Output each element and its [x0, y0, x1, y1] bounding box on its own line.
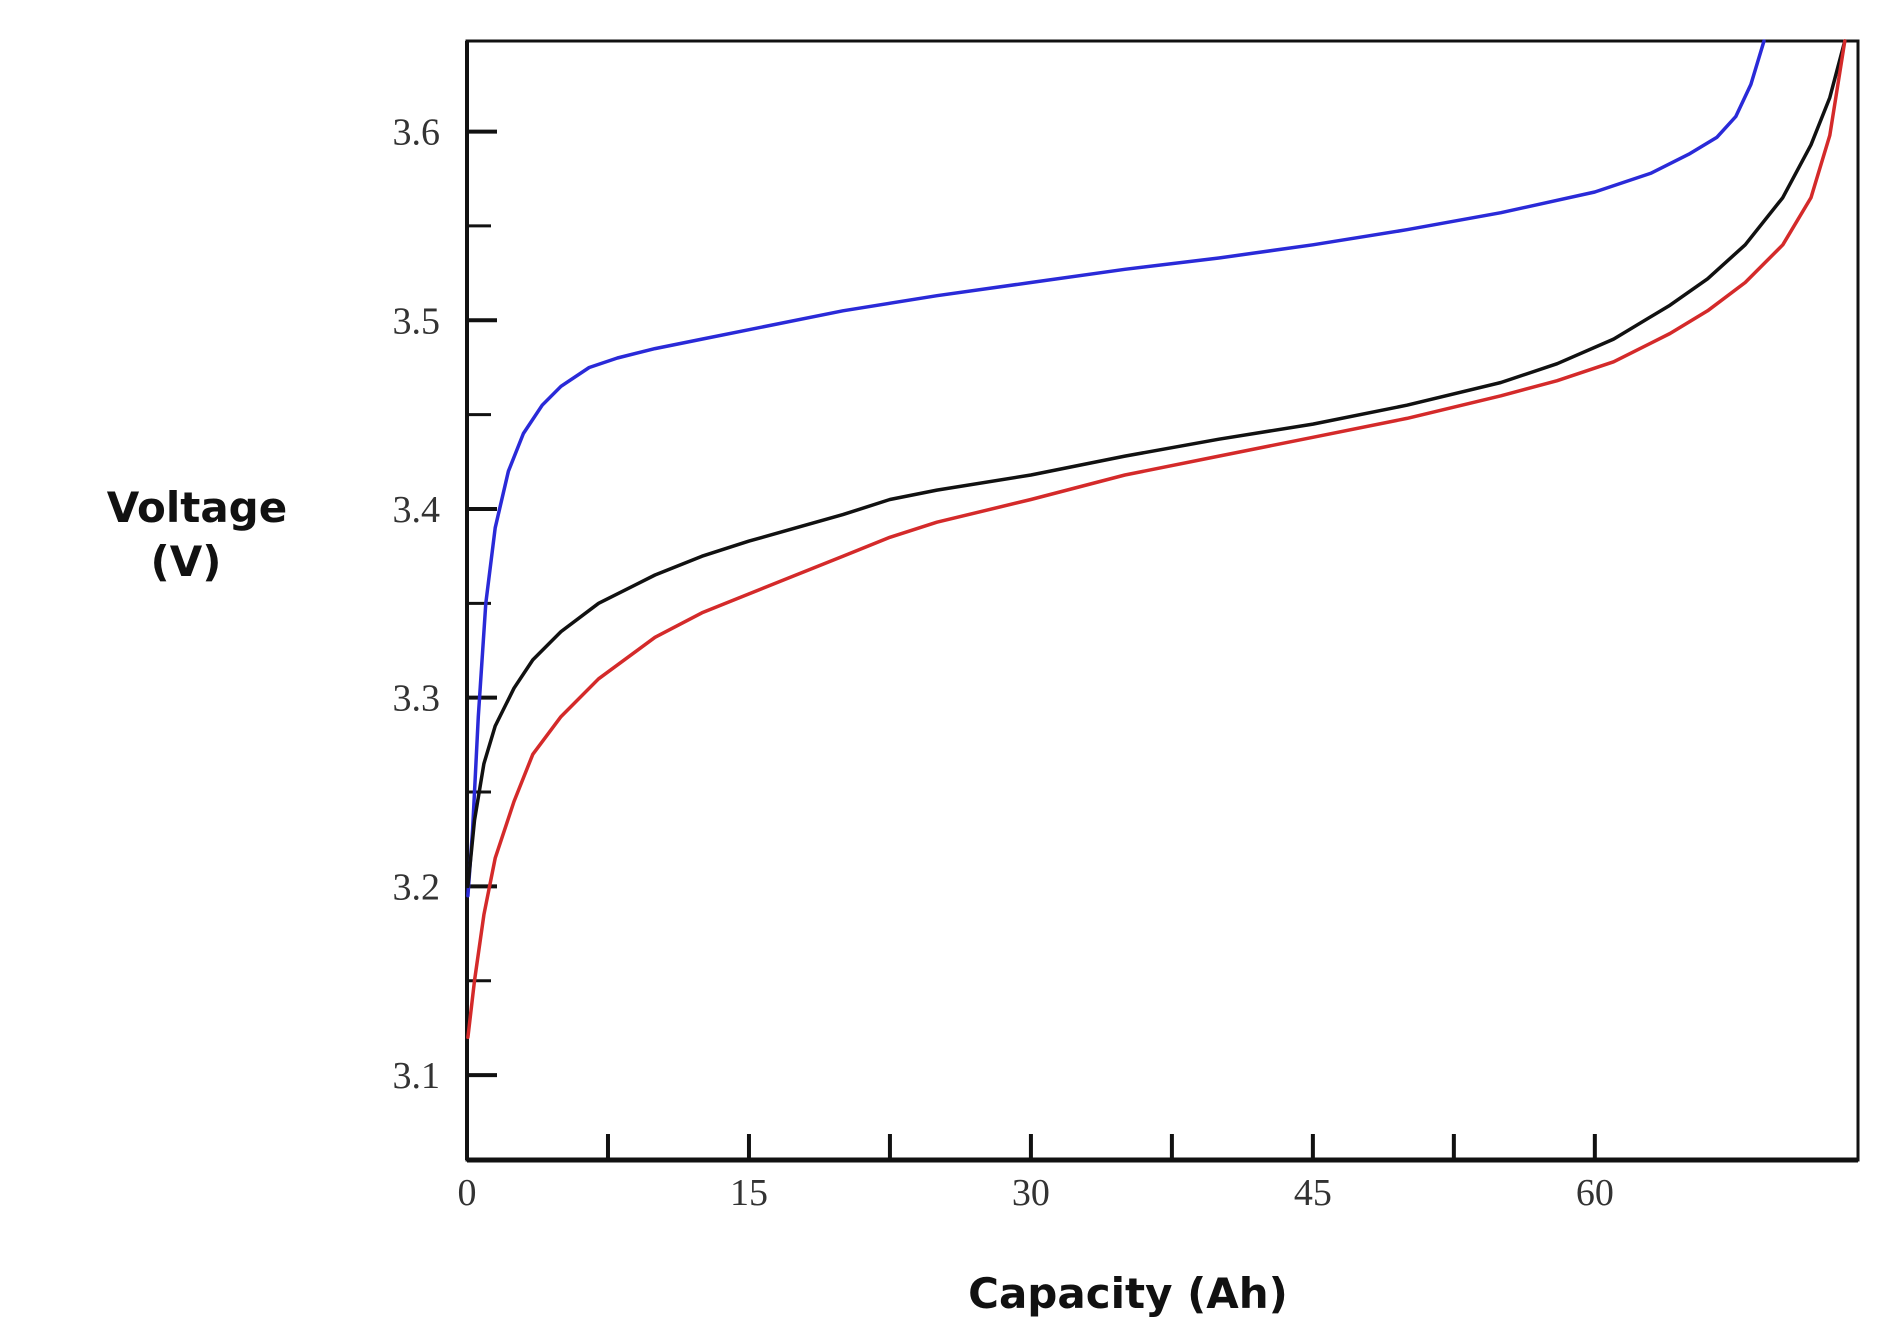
x-axis-title: Capacity (Ah): [968, 1269, 1288, 1318]
x-tick-label: 60: [1576, 1172, 1614, 1214]
plot-frame: [465, 39, 1860, 1162]
series-line-red: [466, 39, 1847, 1040]
x-tick-label: 0: [458, 1172, 477, 1214]
x-axis-ticks: 0 15 30 45 60: [458, 1134, 1614, 1214]
series-layer: [466, 39, 1847, 1040]
y-axis-title-line1: Voltage: [107, 483, 287, 532]
y-tick-label: 3.2: [393, 866, 441, 908]
y-tick-label: 3.4: [393, 489, 441, 531]
y-axis-ticks: 3.1 3.2 3.3 3.4 3.5 3.6: [393, 112, 497, 1097]
series-line-black: [466, 39, 1847, 889]
y-tick-label: 3.1: [393, 1055, 441, 1097]
series-line-blue: [466, 39, 1766, 898]
y-axis-title-line2: (V): [151, 537, 222, 586]
x-tick-label: 30: [1012, 1172, 1050, 1214]
plot-area: [465, 39, 1860, 1163]
x-tick-label: 15: [730, 1172, 768, 1214]
y-tick-label: 3.3: [393, 678, 441, 720]
x-tick-label: 45: [1294, 1172, 1332, 1214]
y-tick-label: 3.5: [393, 300, 441, 342]
y-tick-label: 3.6: [393, 112, 441, 154]
